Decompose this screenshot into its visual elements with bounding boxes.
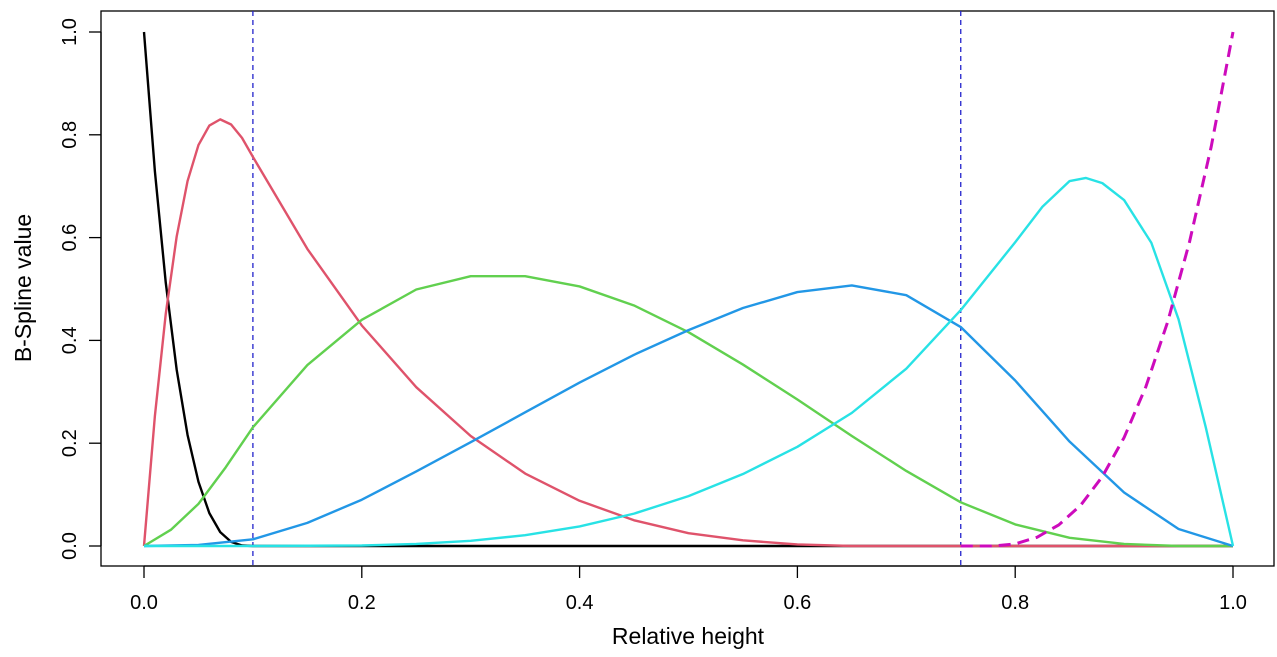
y-tick-label: 0.4 <box>59 326 81 354</box>
y-tick-label: 0.0 <box>59 532 81 560</box>
x-axis: 0.0 0.2 0.4 0.6 0.8 1.0 <box>130 565 1247 614</box>
x-tick-label: 0.6 <box>783 592 811 614</box>
y-axis: 0.0 0.2 0.4 0.6 0.8 1.0 <box>59 18 102 560</box>
x-axis-title: Relative height <box>612 623 765 649</box>
spline-curve-3 <box>143 274 1233 548</box>
y-axis-title: B-Spline value <box>10 214 36 362</box>
knot-lines <box>252 11 962 566</box>
spline-curve-6 <box>960 31 1235 548</box>
spline-curve-1 <box>142 31 1233 548</box>
y-tick-label: 0.2 <box>59 429 81 457</box>
series-lines <box>142 31 1235 548</box>
x-tick-label: 0.8 <box>1001 592 1029 614</box>
y-tick-label: 0.6 <box>59 224 81 252</box>
x-tick-label: 0.2 <box>348 592 376 614</box>
y-tick-label: 1.0 <box>59 18 81 46</box>
x-tick-label: 1.0 <box>1219 592 1247 614</box>
spline-curve-5 <box>144 176 1235 548</box>
spline-curve-4 <box>143 284 1234 548</box>
x-tick-label: 0.4 <box>566 592 594 614</box>
spline-curve-2 <box>142 118 1233 548</box>
x-tick-label: 0.0 <box>130 592 158 614</box>
y-tick-label: 0.8 <box>59 121 81 149</box>
